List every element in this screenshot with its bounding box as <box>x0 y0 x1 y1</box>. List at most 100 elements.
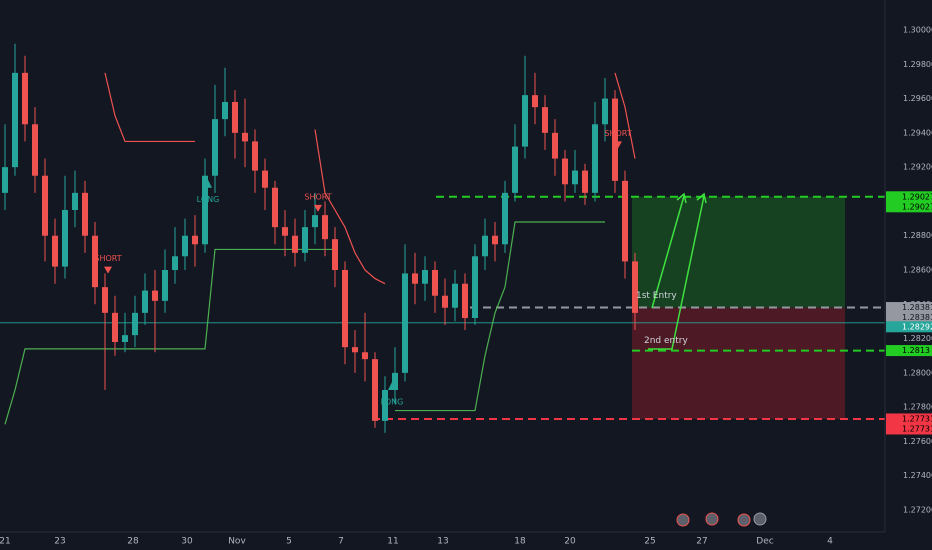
candle-body <box>212 119 218 176</box>
candle-body <box>522 95 528 147</box>
price-label-bg <box>886 423 932 435</box>
arrow-head <box>696 192 707 204</box>
candle-body <box>42 175 48 236</box>
candle-body <box>152 290 158 301</box>
candle-body <box>272 187 278 228</box>
candle-body <box>322 215 328 240</box>
candle-body <box>122 335 128 342</box>
loss-zone <box>632 307 845 419</box>
candle-body <box>542 107 548 133</box>
x-tick-label: 30 <box>181 537 193 547</box>
arrow-head <box>676 192 687 204</box>
y-tick-label: 1.27400 <box>903 471 932 480</box>
arrow <box>648 195 705 350</box>
indicator-line <box>314 129 386 285</box>
indicators <box>4 72 636 425</box>
candle-body <box>32 124 38 176</box>
y-tick-label: 1.29400 <box>903 128 932 137</box>
candle-body <box>82 192 88 236</box>
candle-body <box>442 295 448 308</box>
candle-body <box>352 347 358 353</box>
candle-body <box>62 210 68 267</box>
candle-body <box>222 102 228 120</box>
candle-body <box>312 215 318 228</box>
candle-body <box>202 175 208 245</box>
x-tick-label: 20 <box>564 537 576 547</box>
price-axis <box>885 0 932 550</box>
candle-body <box>552 132 558 159</box>
candle-body <box>52 235 58 267</box>
candle-body <box>112 312 118 342</box>
event-icon[interactable] <box>737 513 751 527</box>
candle-body <box>472 256 478 318</box>
projection-arrows <box>648 192 707 350</box>
x-tick-label: 27 <box>696 537 707 547</box>
candle-body <box>482 235 488 257</box>
price-label: 1.27731 <box>902 414 932 423</box>
candle-body <box>362 352 368 360</box>
candle-body <box>242 132 248 142</box>
price-label-bg <box>886 321 932 333</box>
x-tick-label: Dec <box>756 537 773 547</box>
candle-body <box>92 235 98 288</box>
candle-body <box>392 372 398 390</box>
candle-body <box>562 158 568 185</box>
price-label: 1.28381 <box>902 313 932 322</box>
candle-body <box>492 235 498 245</box>
candle-body <box>612 98 618 181</box>
candle-body <box>292 235 298 253</box>
candle-body <box>132 312 138 336</box>
y-tick-label: 1.27800 <box>903 403 932 412</box>
y-tick-label: 1.30000 <box>903 26 932 35</box>
y-tick-label: 1.27600 <box>903 437 932 446</box>
signal-label: SHORT <box>304 192 331 201</box>
candle-body <box>582 170 588 193</box>
candle-body <box>342 270 348 348</box>
candles <box>2 43 638 433</box>
y-tick-label: 1.29200 <box>903 163 932 172</box>
indicator-line <box>104 72 195 143</box>
trade-boxes <box>632 196 845 419</box>
price-label: 1.29027 <box>902 192 932 201</box>
time-axis <box>0 532 932 550</box>
candle-body <box>172 256 178 270</box>
candle-body <box>182 235 188 257</box>
candle-body <box>162 270 168 301</box>
event-icon[interactable] <box>753 512 767 526</box>
signals: SHORT LONG SHORT LONG SHORT <box>94 129 631 407</box>
y-tick-label: 1.28200 <box>903 334 932 343</box>
event-icon[interactable] <box>676 513 690 527</box>
candle-body <box>532 95 538 108</box>
x-tick-label: 25 <box>644 537 655 547</box>
candle-body <box>262 170 268 188</box>
y-tick-label: 1.28000 <box>903 368 932 377</box>
candle-body <box>72 192 78 210</box>
y-tick-label: 1.28600 <box>903 266 932 275</box>
indicator-line <box>614 72 636 159</box>
candle-body <box>632 261 638 313</box>
event-icon[interactable] <box>705 512 719 526</box>
x-tick-label: 13 <box>437 537 448 547</box>
candle-body <box>2 167 8 193</box>
event-icons <box>676 512 767 527</box>
candle-body <box>512 146 518 193</box>
candle-body <box>502 192 508 245</box>
signal-marker <box>388 382 396 390</box>
indicator-line <box>4 248 335 425</box>
current-price-label: 1.28292 <box>902 322 932 331</box>
price-label: 1.28381 <box>902 303 932 312</box>
y-tick-label: 1.29600 <box>903 94 932 103</box>
candle-body <box>462 283 468 318</box>
signal-label: LONG <box>381 398 404 407</box>
candle-body <box>432 270 438 296</box>
price-label-bg <box>886 191 932 203</box>
price-label-bg <box>886 302 932 314</box>
candle-body <box>232 102 238 133</box>
candle-body <box>332 239 338 270</box>
candle-body <box>372 359 378 421</box>
price-label-bg <box>886 201 932 213</box>
candle-body <box>602 98 608 125</box>
candle-body <box>302 227 308 253</box>
signal-label: LONG <box>197 195 220 204</box>
